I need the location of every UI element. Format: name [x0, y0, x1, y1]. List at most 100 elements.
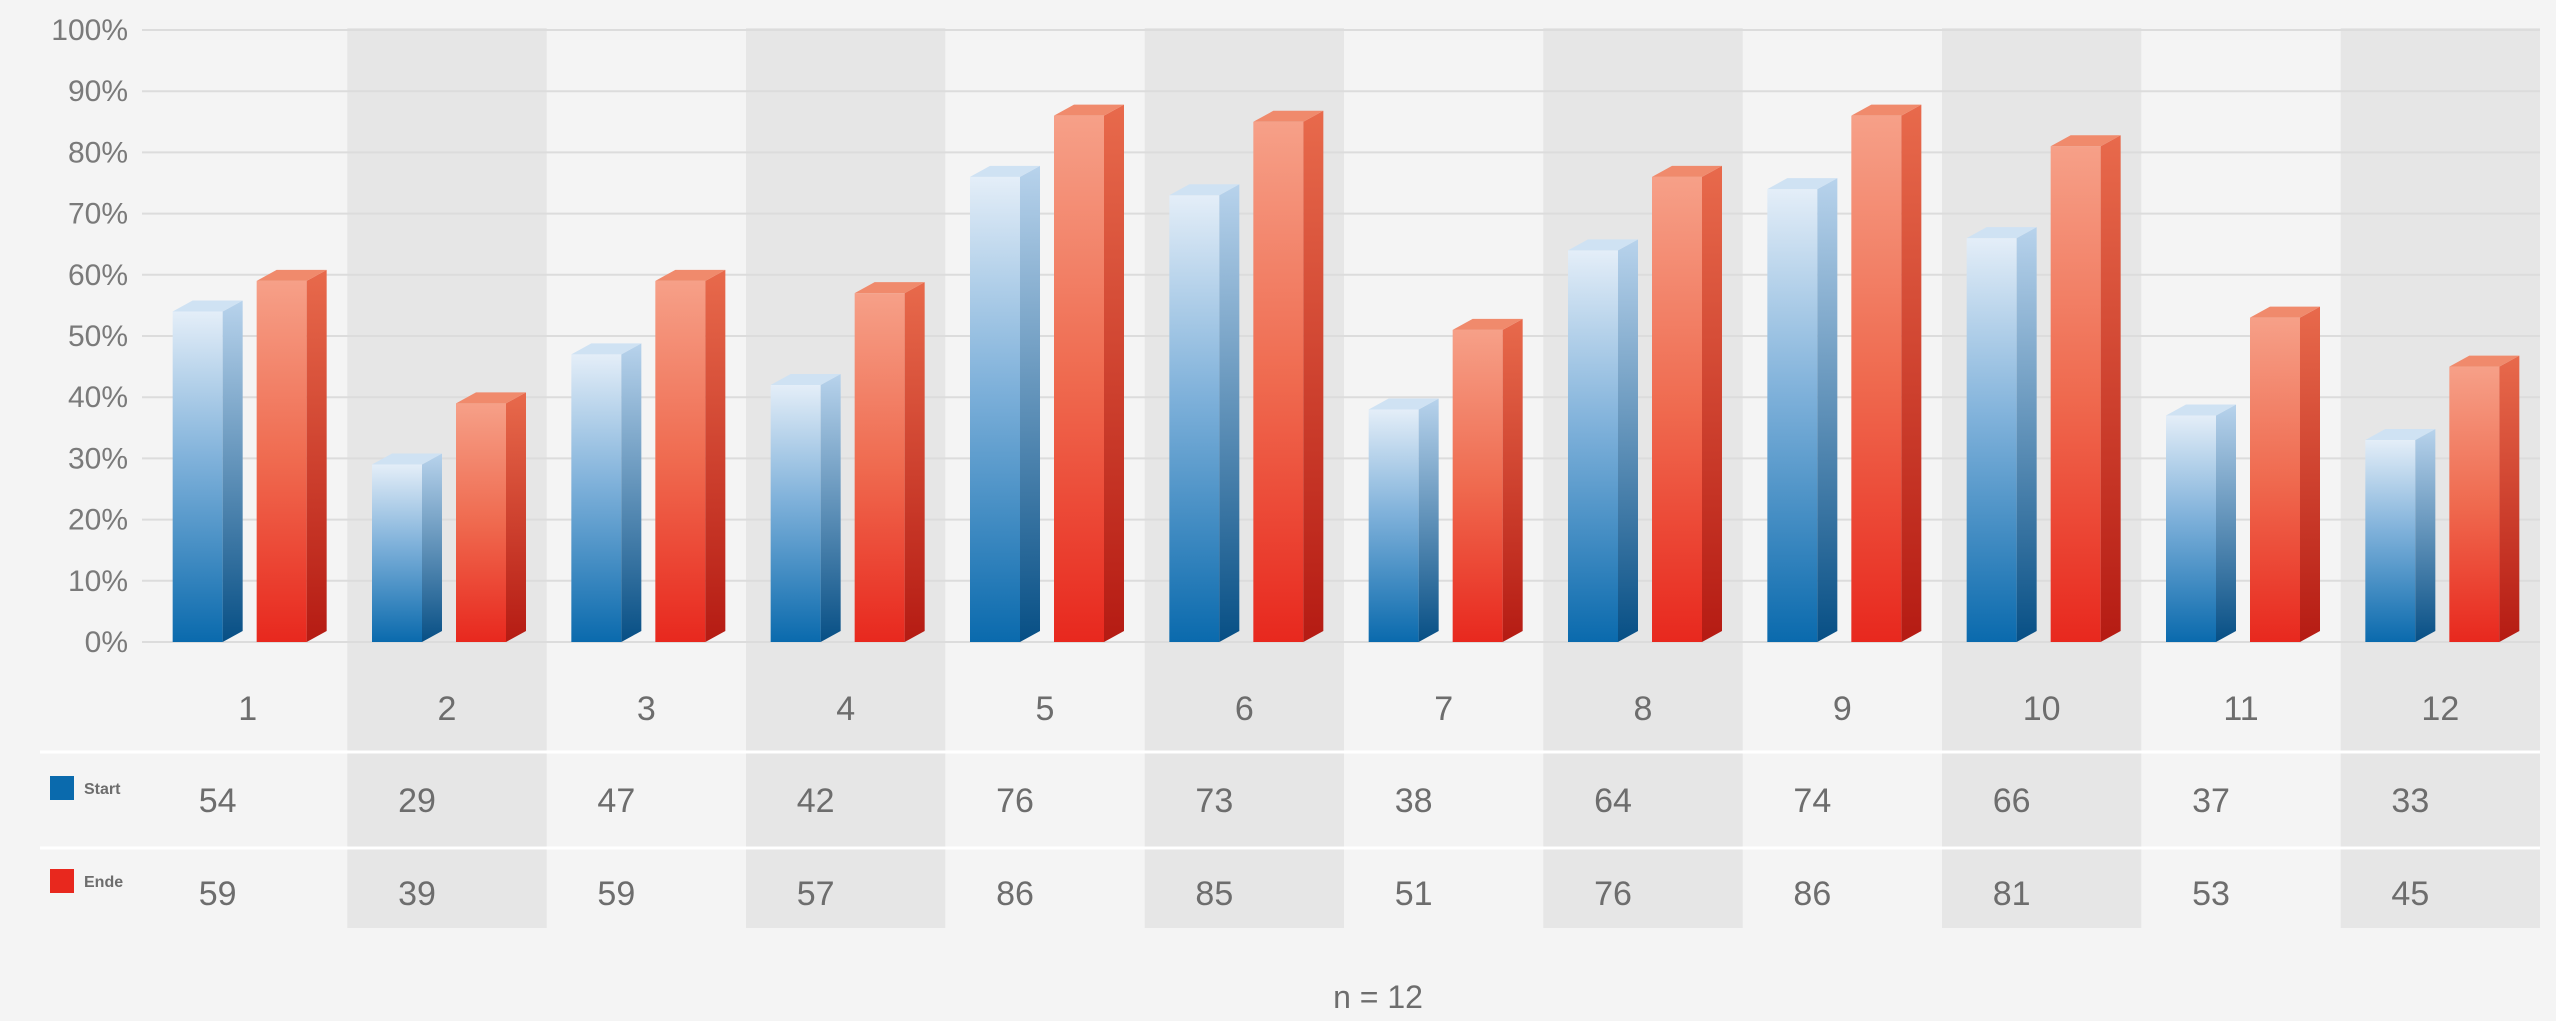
sample-size-note: n = 12 [1333, 979, 1423, 1015]
bar-start [1967, 227, 2037, 642]
bar-ende [257, 270, 327, 642]
legend-swatch [50, 776, 74, 800]
bar-side [1817, 178, 1837, 642]
bar-ende [1054, 105, 1124, 642]
table-value: 76 [1594, 875, 1632, 913]
bar-side [422, 454, 442, 642]
bar-front [1851, 116, 1901, 642]
bar-start [970, 166, 1040, 642]
bar-side [2300, 307, 2320, 642]
bar-start [1369, 398, 1439, 642]
bar-ende [2051, 135, 2121, 642]
table-value: 33 [2391, 782, 2429, 820]
bar-ende [1453, 319, 1523, 642]
bar-side [2415, 429, 2435, 642]
bar-front [1369, 409, 1419, 642]
y-tick-label: 50% [68, 320, 128, 353]
bar-start [1169, 184, 1239, 642]
bar-start [771, 374, 841, 642]
bar-side [821, 374, 841, 642]
bar-front [970, 177, 1020, 642]
bar-side [1503, 319, 1523, 642]
bar-front [655, 281, 705, 642]
table-value: 73 [1195, 782, 1233, 820]
bar-front [456, 403, 506, 642]
table-value: 66 [1993, 782, 2031, 820]
y-tick-label: 70% [68, 198, 128, 231]
bar-start [173, 301, 243, 642]
category-label: 10 [2023, 690, 2061, 728]
table-value: 74 [1793, 782, 1831, 820]
bar-ende [655, 270, 725, 642]
bar-front [173, 312, 223, 642]
table-value: 86 [996, 875, 1034, 913]
table-value: 51 [1395, 875, 1433, 913]
category-label: 3 [637, 690, 656, 728]
bar-side [1901, 105, 1921, 642]
legend-swatch [50, 869, 74, 893]
bar-side [223, 301, 243, 642]
bar-ende [1851, 105, 1921, 642]
bar-side [2017, 227, 2037, 642]
y-tick-label: 100% [51, 14, 128, 47]
bar-side [1419, 398, 1439, 642]
table-value: 29 [398, 782, 436, 820]
bar-front [1054, 116, 1104, 642]
bar-front [1453, 330, 1503, 642]
table-value: 54 [199, 782, 237, 820]
y-tick-label: 40% [68, 381, 128, 414]
bar-front [2166, 416, 2216, 642]
category-label: 11 [2223, 690, 2258, 728]
bar-ende [855, 282, 925, 642]
bar-side [2499, 356, 2519, 642]
bar-side [2101, 135, 2121, 642]
table-value: 53 [2192, 875, 2230, 913]
category-label: 12 [2421, 690, 2459, 728]
table-value: 85 [1195, 875, 1233, 913]
bar-start [2365, 429, 2435, 642]
table-value: 47 [597, 782, 635, 820]
y-tick-label: 80% [68, 136, 128, 169]
y-tick-label: 60% [68, 259, 128, 292]
bar-side [1303, 111, 1323, 642]
table-value: 64 [1594, 782, 1632, 820]
table-value: 59 [199, 875, 237, 913]
category-label: 8 [1634, 690, 1653, 728]
table-value: 45 [2391, 875, 2429, 913]
bar-side [1104, 105, 1124, 642]
bar-side [506, 392, 526, 642]
table-value: 59 [597, 875, 635, 913]
category-label: 7 [1434, 690, 1453, 728]
bar-front [2250, 318, 2300, 642]
bar-front [1253, 122, 1303, 642]
bar-side [1702, 166, 1722, 642]
table-value: 37 [2192, 782, 2230, 820]
bar-side [705, 270, 725, 642]
bar-ende [1253, 111, 1323, 642]
y-tick-label: 90% [68, 75, 128, 108]
bar-ende [2250, 307, 2320, 642]
bar-ende [2449, 356, 2519, 642]
bar-front [2449, 367, 2499, 642]
bar-side [2216, 405, 2236, 642]
category-label: 9 [1833, 690, 1852, 728]
category-label: 6 [1235, 690, 1254, 728]
bar-front [571, 354, 621, 642]
bar-front [1767, 189, 1817, 642]
y-tick-label: 20% [68, 504, 128, 537]
table-value: 81 [1993, 875, 2031, 913]
bar-front [1568, 250, 1618, 642]
bar-front [257, 281, 307, 642]
bar-side [1020, 166, 1040, 642]
bar-front [1967, 238, 2017, 642]
category-label: 1 [238, 690, 257, 728]
bar-front [1169, 195, 1219, 642]
bar-ende [456, 392, 526, 642]
table-value: 42 [797, 782, 835, 820]
y-tick-label: 0% [85, 626, 128, 659]
bar-front [771, 385, 821, 642]
bar-front [855, 293, 905, 642]
bar-start [372, 454, 442, 642]
table-value: 38 [1395, 782, 1433, 820]
